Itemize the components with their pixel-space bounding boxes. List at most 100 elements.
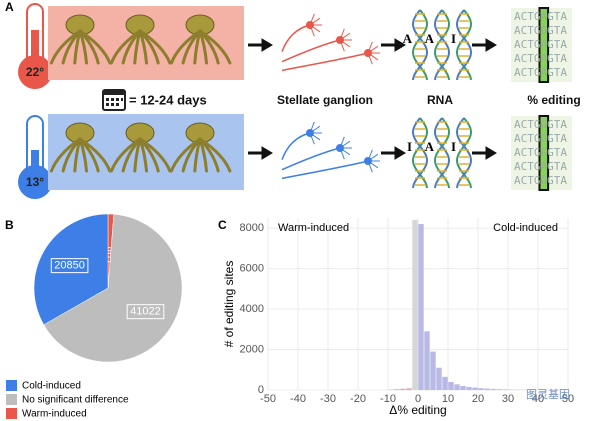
arrow-head <box>485 38 497 52</box>
octopus-arm <box>198 29 232 65</box>
y-tick-label: 8000 <box>240 222 264 234</box>
helix-strand <box>411 117 428 189</box>
arrow-group <box>248 38 497 160</box>
dendrite <box>339 32 351 41</box>
stage-label: RNA <box>427 93 453 107</box>
helix-group: A A II A I <box>403 9 473 189</box>
dendrite <box>339 28 345 41</box>
sequence-row: ACTGGGTA <box>514 146 567 159</box>
bar <box>442 376 448 390</box>
panel-label: C <box>218 218 227 232</box>
helix-strand <box>434 117 451 189</box>
x-tick-label: 0 <box>415 393 421 405</box>
axon <box>281 52 369 72</box>
bar <box>466 386 472 390</box>
dendrite <box>367 160 373 173</box>
slice-label: 41022 <box>130 306 161 318</box>
bar <box>454 384 460 390</box>
bar <box>448 381 454 390</box>
legend-label: No significant difference <box>22 395 129 406</box>
x-tick-label: -20 <box>350 393 366 405</box>
dendrite <box>309 17 321 26</box>
y-axis-label: # of editing sites <box>222 261 236 348</box>
bar <box>412 220 418 390</box>
rna-base: I <box>407 139 412 154</box>
helix-strand <box>433 9 450 81</box>
bar <box>430 351 436 390</box>
highlight-column <box>538 7 550 83</box>
stage-label: % editing <box>527 93 580 107</box>
thermometer-cold <box>18 115 52 199</box>
arrow-head <box>485 146 497 160</box>
bar <box>424 331 430 390</box>
temperature: 22° <box>26 65 44 79</box>
stage-label: Stellate ganglion <box>277 93 373 107</box>
x-tick-label: 40 <box>532 393 544 405</box>
sequence-row: ACTGAGTA <box>514 38 567 51</box>
rna-base: A <box>403 31 413 46</box>
octopus-arm <box>78 29 112 65</box>
axon <box>281 39 341 63</box>
calendar-icon <box>102 89 126 111</box>
rna-base: I <box>451 31 456 46</box>
y-tick-label: 2000 <box>240 343 264 355</box>
dendrite <box>309 132 315 145</box>
bar <box>406 388 412 390</box>
bar <box>460 385 466 390</box>
rna-base: I <box>451 139 456 154</box>
pie-slice <box>33 213 109 326</box>
slice-label: 20850 <box>54 260 85 272</box>
x-tick-label: -10 <box>380 393 396 405</box>
axon <box>281 160 369 180</box>
dendrite <box>367 153 379 162</box>
arrow-head <box>394 146 406 160</box>
dendrite <box>367 52 379 61</box>
bar <box>478 388 484 390</box>
bar <box>400 388 406 390</box>
helix-strand <box>455 9 472 81</box>
dendrite <box>367 41 373 54</box>
y-tick-label: 4000 <box>240 303 264 315</box>
bar <box>394 389 400 390</box>
legend-swatch <box>6 408 17 419</box>
sequence-row: ACTGGGTA <box>514 174 567 187</box>
dendrite <box>309 121 315 134</box>
octopus-arm <box>78 137 112 173</box>
dendrite <box>309 24 315 37</box>
watermark: 图灵基因 <box>526 388 570 401</box>
sequence-row: ACTGAGTA <box>514 52 567 65</box>
dendrite <box>367 160 379 169</box>
dendrite <box>309 132 321 141</box>
legend-label: Cold-induced <box>22 381 81 392</box>
annotation: Cold-induced <box>493 222 558 234</box>
helix-strand <box>456 9 473 81</box>
neuron-group <box>281 13 380 180</box>
label-box <box>50 258 89 274</box>
dendrite <box>309 125 321 134</box>
octopus-group <box>49 14 232 173</box>
sequence-row: ACTGAGTA <box>514 66 567 79</box>
dendrite <box>339 39 351 48</box>
x-tick-label: 30 <box>502 393 514 405</box>
sequence-row: ACTGGGTA <box>514 132 567 145</box>
bar <box>490 388 496 390</box>
bar <box>502 389 508 390</box>
x-tick-label: 20 <box>472 393 484 405</box>
sequence-row: ACTGGGTA <box>514 118 567 131</box>
x-tick-label: -40 <box>290 393 306 405</box>
x-tick-label: -30 <box>320 393 336 405</box>
highlight-column <box>538 115 550 191</box>
bar <box>436 367 442 390</box>
helix-strand <box>412 9 429 81</box>
bar <box>418 224 424 390</box>
bar <box>472 387 478 390</box>
dendrite <box>367 45 379 54</box>
sequence-row: ACTGGGTA <box>514 24 567 37</box>
helix-strand <box>411 9 428 81</box>
rna-base: A <box>425 139 435 154</box>
sequence-row: ACTGAGTA <box>514 160 567 173</box>
dendrite <box>339 147 345 160</box>
bar <box>484 388 490 390</box>
thermometer-warm <box>18 3 52 89</box>
